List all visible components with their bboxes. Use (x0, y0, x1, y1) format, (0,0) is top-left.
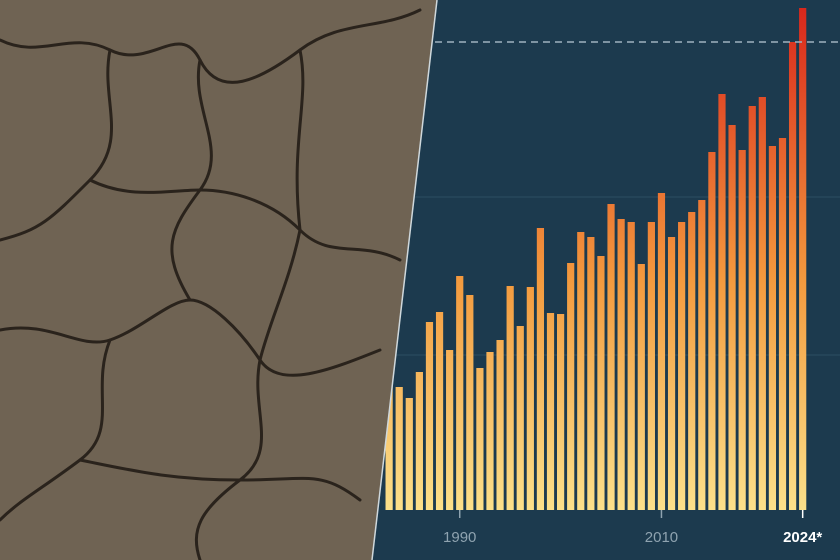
bar (587, 237, 595, 510)
bar (738, 150, 746, 510)
bar (718, 94, 726, 510)
x-tick-label: 2024* (783, 529, 822, 546)
bar (637, 264, 645, 510)
bar (617, 219, 625, 510)
bar (435, 312, 444, 510)
bar (778, 138, 787, 510)
bar (577, 232, 585, 510)
bar (425, 322, 434, 510)
bar (446, 350, 454, 510)
x-tick-label: 1990 (443, 529, 476, 546)
bar (758, 97, 766, 510)
bar (486, 352, 494, 510)
bar (647, 222, 655, 510)
bar (556, 314, 565, 510)
bar (516, 326, 524, 510)
bar (799, 8, 807, 510)
bar (526, 287, 534, 510)
bar (708, 152, 716, 510)
bar (405, 398, 413, 510)
bar (728, 125, 736, 510)
bar (667, 237, 676, 510)
bar (748, 106, 756, 510)
bar (688, 212, 696, 510)
bar (476, 368, 484, 510)
bar (546, 313, 555, 510)
bar (657, 193, 666, 510)
bar (627, 222, 635, 510)
bar (607, 204, 615, 510)
bar (536, 228, 545, 510)
bar (567, 263, 575, 510)
bar (597, 256, 605, 510)
bar (415, 372, 423, 510)
bar (456, 276, 464, 510)
soil-photo (0, 0, 437, 560)
bar (768, 146, 777, 510)
bar (506, 286, 514, 510)
bar (788, 42, 797, 510)
bar (466, 295, 474, 510)
plot (372, 0, 840, 560)
bar (385, 385, 393, 510)
x-tick-label: 2010 (645, 529, 678, 546)
bar (496, 340, 504, 510)
bar (698, 200, 706, 510)
divider (371, 0, 438, 560)
bar (678, 222, 686, 510)
bar (395, 387, 403, 510)
